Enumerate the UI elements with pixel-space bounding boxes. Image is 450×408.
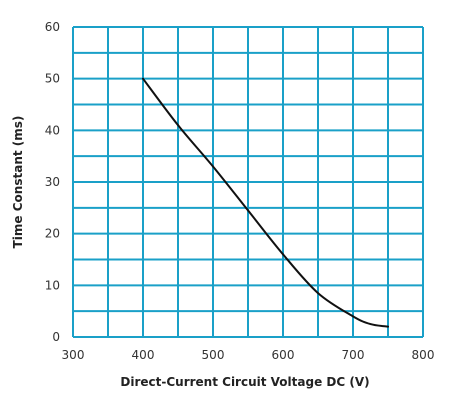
grid <box>72 26 424 338</box>
y-tick-label: 0 <box>52 330 60 344</box>
y-axis-title: Time Constant (ms) <box>11 116 25 249</box>
x-tick-label: 700 <box>342 348 365 362</box>
y-tick-label: 30 <box>45 175 60 189</box>
y-tick-label: 60 <box>45 20 60 34</box>
x-tick-label: 600 <box>272 348 295 362</box>
series-layer <box>142 77 389 328</box>
x-tick-label: 800 <box>412 348 435 362</box>
y-tick-label: 10 <box>45 278 60 292</box>
x-axis-title: Direct-Current Circuit Voltage DC (V) <box>120 375 369 389</box>
series-line <box>142 77 389 328</box>
y-tick-labels: 0 10 20 30 40 50 60 <box>45 20 60 344</box>
y-tick-label: 20 <box>45 227 60 241</box>
y-tick-label: 50 <box>45 72 60 86</box>
x-tick-labels: 300 400 500 600 700 800 <box>62 348 435 362</box>
x-tick-label: 500 <box>202 348 225 362</box>
x-tick-label: 300 <box>62 348 85 362</box>
x-tick-label: 400 <box>132 348 155 362</box>
y-tick-label: 40 <box>45 123 60 137</box>
